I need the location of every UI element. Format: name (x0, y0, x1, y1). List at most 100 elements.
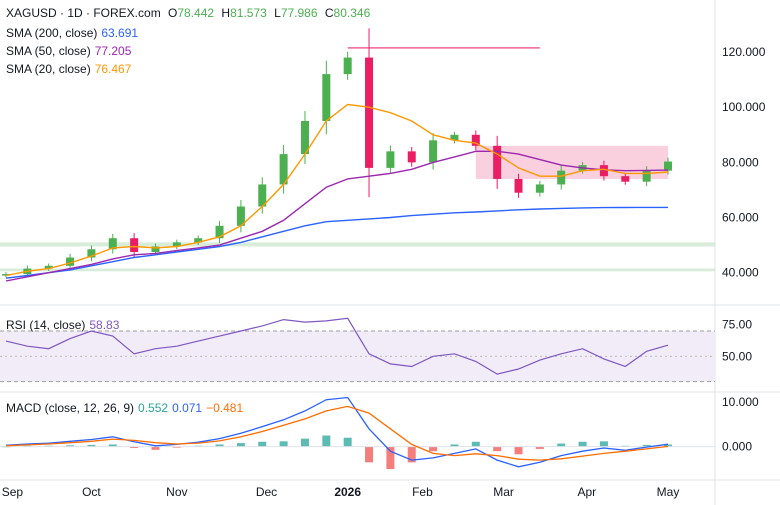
candle-body (130, 238, 139, 253)
macd-label: MACD (close, 12, 26, 9) (6, 401, 135, 415)
candle-body (621, 176, 630, 182)
candle-body (322, 74, 331, 122)
macd-histogram-bar (322, 435, 331, 447)
macd-histogram-bar (429, 446, 438, 452)
high-value: H81.573 (221, 6, 267, 20)
candle-body (365, 57, 374, 168)
sma20-label: SMA (20, close) (6, 62, 91, 76)
candle-body (151, 246, 160, 253)
candle-body (429, 140, 438, 163)
time-tick-label: Mar (493, 485, 514, 499)
macd-histogram-bar (66, 445, 75, 447)
macd-histogram-bar (386, 446, 395, 470)
rsi-value: 58.83 (89, 318, 120, 332)
sma-line (5, 206, 668, 279)
rsi-band (0, 331, 715, 382)
macd-histogram-bar (279, 441, 288, 447)
signal-value: 0.071 (172, 401, 203, 415)
macd-legend[interactable]: MACD (close, 12, 26, 9) 0.552 0.071 −0.481 (6, 401, 247, 415)
sma-line (5, 103, 669, 277)
sma200-label: SMA (200, close) (6, 26, 98, 40)
signal-line (5, 405, 669, 461)
ohlc-legend: XAGUSD · 1D · FOREX.com O78.442 H81.573 … (6, 6, 374, 20)
symbol-label: XAGUSD · 1D · FOREX.com (6, 6, 161, 20)
macd-histogram-bar (343, 437, 352, 447)
macd-histogram-bar (130, 446, 139, 449)
candle-body (343, 57, 352, 75)
macd-histogram-bar (471, 441, 480, 447)
macd-histogram-bar (365, 446, 374, 463)
candle-body (44, 265, 53, 269)
macd-histogram-bar (664, 444, 672, 447)
close-value: C80.346 (324, 6, 371, 20)
candle-body (172, 242, 181, 247)
candle-body (664, 161, 672, 171)
sma20-value: 76.467 (94, 62, 132, 76)
macd-value: 0.552 (138, 401, 169, 415)
sma50-label: SMA (50, close) (6, 44, 91, 58)
time-tick-label: Apr (578, 485, 597, 499)
rsi-label: RSI (14, close) (6, 318, 86, 332)
price-tick-label: 100.000 (722, 100, 766, 114)
macd-histogram-bar (300, 438, 309, 447)
time-tick-label: Sep (2, 485, 24, 499)
price-zone (0, 242, 715, 247)
macd-histogram-bar (215, 444, 224, 447)
candle-body (599, 165, 608, 177)
macd-tick-label: 0.000 (722, 440, 752, 454)
candle-body (300, 121, 309, 155)
time-tick-label: May (657, 485, 680, 499)
macd-histogram-bar (599, 441, 608, 447)
candle-body (450, 134, 459, 141)
candle-body (87, 249, 96, 258)
macd-histogram-bar (557, 443, 566, 447)
price-tick-label: 80.000 (722, 155, 759, 169)
candle-body (66, 257, 75, 266)
open-value: O78.442 (168, 6, 215, 20)
macd-histogram-bar (535, 446, 544, 449)
price-tick-label: 40.000 (722, 266, 759, 280)
macd-histogram-bar (578, 441, 587, 447)
candle-body (279, 154, 288, 185)
time-tick-label: Dec (256, 485, 277, 499)
sma200-value: 63.691 (101, 26, 139, 40)
candle-body (236, 206, 245, 226)
candle-body (108, 238, 117, 250)
candle-body (557, 170, 566, 185)
macd-histogram-bar (151, 446, 160, 450)
price-tick-label: 60.000 (722, 211, 759, 225)
time-tick-label: Oct (82, 485, 101, 499)
time-tick-label: Feb (412, 485, 433, 499)
candle-body (215, 225, 224, 239)
candle-body (471, 134, 480, 146)
time-tick-label: Nov (166, 485, 187, 499)
rsi-tick-label: 75.00 (722, 318, 752, 332)
candle-body (514, 178, 523, 193)
candle-body (194, 238, 203, 243)
macd-histogram-bar (514, 446, 523, 455)
macd-histogram-bar (642, 444, 651, 447)
time-tick-label: 2026 (334, 485, 361, 499)
price-tick-label: 120.000 (722, 45, 766, 59)
rsi-legend[interactable]: RSI (14, close) 58.83 (6, 318, 123, 332)
macd-histogram-bar (258, 441, 267, 447)
sma50-legend[interactable]: SMA (50, close) 77.205 (6, 44, 135, 58)
sma-line (5, 150, 669, 282)
candle-body (407, 151, 416, 163)
candle-body (535, 184, 544, 193)
macd-histogram-bar (108, 444, 117, 447)
macd-line (5, 396, 669, 468)
macd-histogram-bar (236, 443, 245, 447)
macd-histogram-bar (450, 444, 459, 447)
candle-body (493, 145, 502, 179)
sma200-legend[interactable]: SMA (200, close) 63.691 (6, 26, 142, 40)
macd-histogram-bar (407, 446, 416, 463)
macd-histogram-bar (87, 444, 96, 447)
candle-body (642, 170, 651, 182)
rsi-tick-label: 50.00 (722, 349, 752, 363)
sma20-legend[interactable]: SMA (20, close) 76.467 (6, 62, 135, 76)
hist-value: −0.481 (206, 401, 244, 415)
rsi-line (5, 317, 669, 375)
low-value: L77.986 (274, 6, 318, 20)
